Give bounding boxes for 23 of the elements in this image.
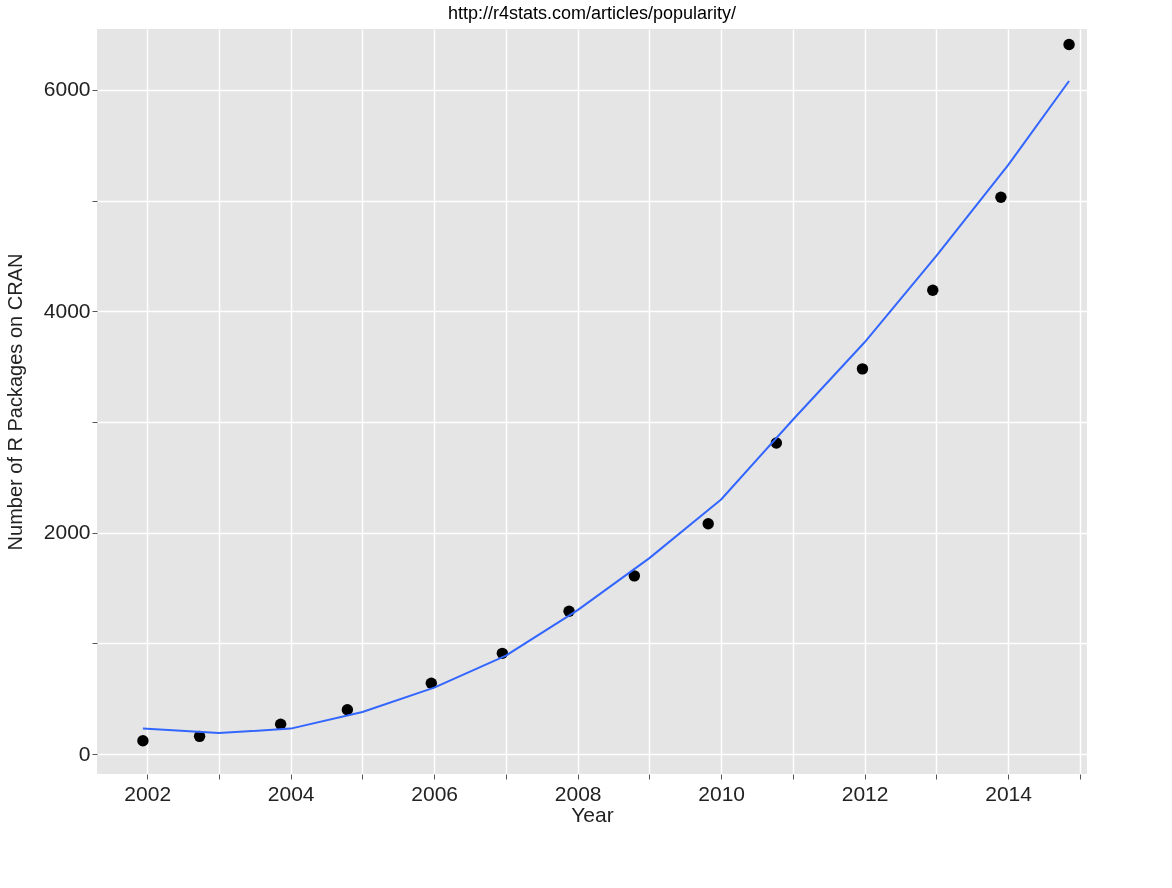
point xyxy=(995,191,1007,203)
x-tick-label: 2014 xyxy=(985,781,1033,805)
x-tick-label: 2008 xyxy=(554,781,602,805)
point xyxy=(137,735,149,747)
y-tick-label: 2000 xyxy=(43,520,91,544)
y-tick-label: 4000 xyxy=(43,298,91,322)
point xyxy=(628,570,641,582)
point xyxy=(341,704,354,716)
x-tick-label: 2006 xyxy=(411,781,459,805)
y-axis-title: Number of R Packages on CRAN xyxy=(3,253,26,551)
x-axis-title: Year xyxy=(571,802,614,826)
x-tick-label: 2010 xyxy=(698,781,745,805)
text: http://r4stats.com/articles/popularity/ xyxy=(447,3,737,23)
point xyxy=(1063,38,1075,51)
point xyxy=(702,518,714,530)
point xyxy=(927,284,939,296)
point xyxy=(856,363,869,375)
y-tick-label: 6000 xyxy=(43,77,91,101)
x-tick-label: 2002 xyxy=(124,781,172,805)
x-tick-label: 2012 xyxy=(841,781,889,805)
x-tick-label: 2004 xyxy=(267,781,315,805)
y-tick-label: 0 xyxy=(78,741,91,765)
line-series xyxy=(141,80,1071,735)
